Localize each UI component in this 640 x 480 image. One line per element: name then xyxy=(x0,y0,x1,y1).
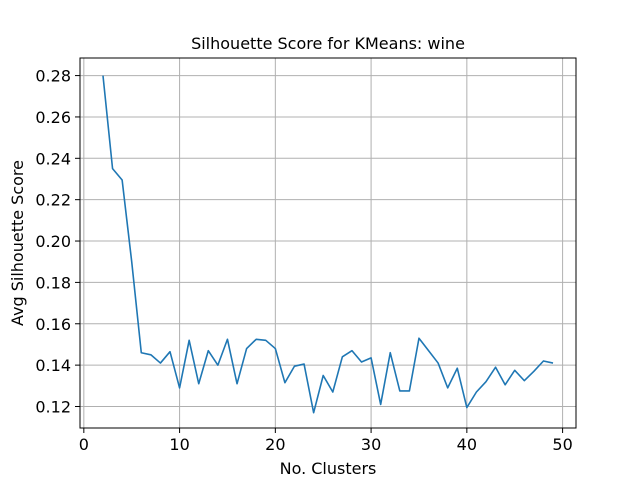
y-tick-label: 0.26 xyxy=(35,108,71,127)
y-tick-label: 0.18 xyxy=(35,273,71,292)
y-tick-label: 0.28 xyxy=(35,67,71,86)
y-tick-label: 0.16 xyxy=(35,315,71,334)
y-tick-label: 0.22 xyxy=(35,191,71,210)
y-tick-label: 0.20 xyxy=(35,232,71,251)
y-tick-label: 0.12 xyxy=(35,397,71,416)
y-tick-label: 0.24 xyxy=(35,149,71,168)
x-tick-label: 20 xyxy=(265,435,285,454)
x-tick-label: 10 xyxy=(169,435,189,454)
x-tick-label: 30 xyxy=(361,435,381,454)
axis-ticks: 0 10 20 30 40 50 0.12 0.14 0.16 0.18 0.20 0.22 0.24 0… xyxy=(35,67,572,454)
y-tick-label: 0.14 xyxy=(35,356,71,375)
data-layer xyxy=(102,75,554,414)
plot-frame xyxy=(79,57,577,429)
grid-lines xyxy=(80,58,576,428)
y-axis-label: Avg Silhouette Score xyxy=(8,160,27,326)
x-axis-label: No. Clusters xyxy=(280,459,377,478)
x-tick-label: 0 xyxy=(79,435,89,454)
x-tick-label: 40 xyxy=(457,435,477,454)
chart-title: Silhouette Score for KMeans: wine xyxy=(191,34,465,53)
x-tick-label: 50 xyxy=(552,435,572,454)
series-line xyxy=(102,75,554,414)
